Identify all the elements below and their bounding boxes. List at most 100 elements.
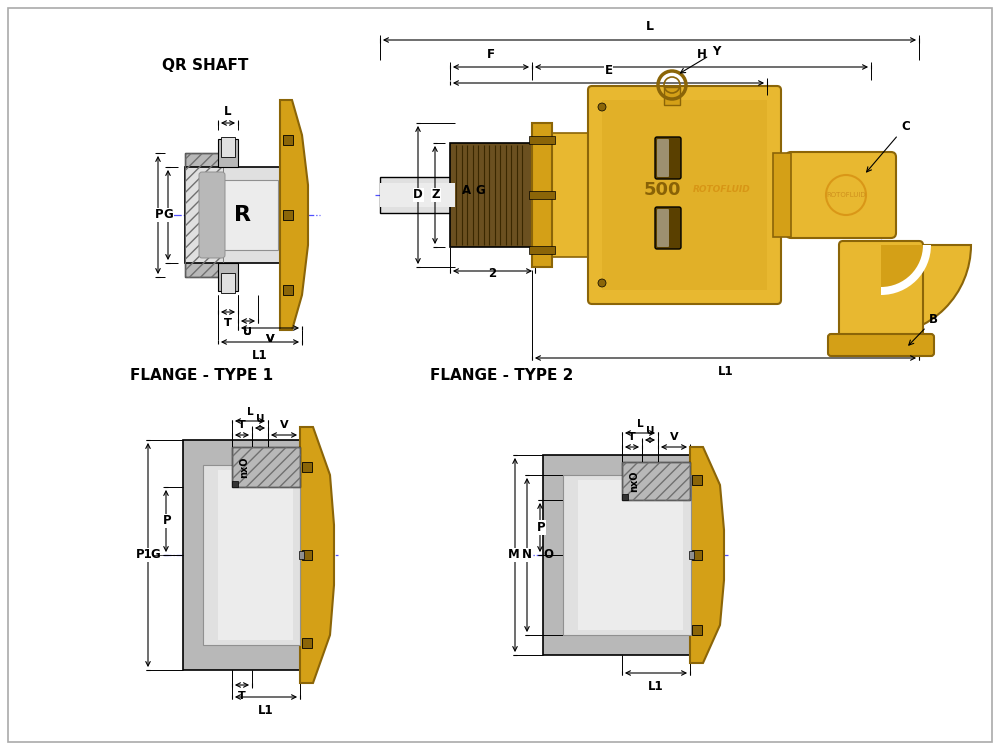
Bar bbox=[185, 167, 280, 263]
FancyBboxPatch shape bbox=[655, 137, 681, 179]
Wedge shape bbox=[881, 245, 931, 295]
Bar bbox=[302, 462, 312, 472]
Bar bbox=[232, 481, 238, 487]
Text: 500: 500 bbox=[643, 181, 681, 199]
Text: D: D bbox=[413, 188, 423, 202]
Bar bbox=[283, 285, 293, 295]
Bar bbox=[218, 263, 238, 291]
Text: U: U bbox=[244, 327, 252, 337]
Bar bbox=[692, 550, 702, 560]
Polygon shape bbox=[280, 100, 308, 330]
FancyBboxPatch shape bbox=[655, 207, 681, 249]
Text: P: P bbox=[536, 521, 545, 534]
Text: E: E bbox=[604, 64, 612, 77]
Wedge shape bbox=[881, 245, 923, 287]
Bar bbox=[299, 551, 304, 559]
Text: T: T bbox=[628, 432, 636, 442]
Text: Y: Y bbox=[680, 45, 720, 73]
Bar bbox=[664, 87, 680, 105]
Text: H: H bbox=[697, 48, 706, 61]
FancyBboxPatch shape bbox=[657, 139, 669, 177]
Text: V: V bbox=[266, 334, 274, 344]
FancyBboxPatch shape bbox=[588, 86, 781, 304]
Text: L1: L1 bbox=[252, 349, 268, 362]
Bar bbox=[218, 470, 293, 640]
Text: ROTOFLUID: ROTOFLUID bbox=[693, 185, 751, 194]
Bar bbox=[203, 465, 300, 645]
Text: P1: P1 bbox=[136, 548, 153, 562]
Bar bbox=[380, 177, 455, 213]
Bar bbox=[689, 551, 694, 559]
Text: V: V bbox=[266, 334, 274, 344]
Text: nxO: nxO bbox=[629, 470, 639, 492]
Text: QR SHAFT: QR SHAFT bbox=[162, 58, 248, 73]
Text: G: G bbox=[475, 184, 485, 197]
Text: T: T bbox=[238, 691, 246, 701]
Bar bbox=[221, 273, 235, 293]
Polygon shape bbox=[690, 447, 724, 663]
Text: 2: 2 bbox=[488, 267, 497, 280]
Bar bbox=[529, 191, 555, 199]
Text: N: N bbox=[522, 548, 532, 562]
Bar bbox=[302, 638, 312, 648]
Text: B: B bbox=[909, 313, 938, 345]
Text: U: U bbox=[646, 426, 654, 436]
Text: A: A bbox=[462, 184, 472, 197]
FancyBboxPatch shape bbox=[657, 209, 669, 247]
Text: P: P bbox=[162, 514, 171, 527]
Text: O: O bbox=[543, 548, 553, 562]
Bar bbox=[232, 447, 300, 487]
FancyBboxPatch shape bbox=[839, 241, 923, 339]
Text: nxO: nxO bbox=[239, 456, 249, 478]
FancyBboxPatch shape bbox=[786, 152, 896, 238]
Text: C: C bbox=[867, 120, 910, 172]
Text: L1: L1 bbox=[718, 365, 733, 378]
Bar bbox=[221, 137, 235, 157]
Bar bbox=[380, 183, 455, 207]
Bar bbox=[563, 475, 691, 635]
Bar bbox=[532, 123, 552, 267]
Bar bbox=[218, 139, 238, 167]
Bar bbox=[552, 133, 592, 257]
Text: L: L bbox=[247, 407, 253, 417]
Bar bbox=[622, 462, 690, 500]
Text: M: M bbox=[508, 548, 520, 562]
Bar bbox=[692, 625, 702, 635]
Circle shape bbox=[598, 279, 606, 287]
Bar bbox=[185, 153, 223, 277]
Bar bbox=[232, 447, 300, 487]
Bar bbox=[773, 153, 791, 237]
Bar bbox=[185, 153, 223, 277]
Bar bbox=[283, 135, 293, 145]
Circle shape bbox=[598, 103, 606, 111]
Text: FLANGE - TYPE 2: FLANGE - TYPE 2 bbox=[430, 368, 573, 382]
Wedge shape bbox=[881, 245, 971, 335]
Bar bbox=[622, 462, 690, 500]
FancyBboxPatch shape bbox=[199, 172, 225, 258]
Text: L1: L1 bbox=[648, 680, 664, 693]
Bar bbox=[210, 180, 278, 250]
Text: G: G bbox=[150, 548, 160, 562]
Text: T: T bbox=[224, 318, 232, 328]
Bar bbox=[529, 246, 555, 254]
Text: L1: L1 bbox=[258, 704, 274, 717]
Bar bbox=[183, 440, 303, 670]
Bar bbox=[578, 480, 683, 630]
Text: F: F bbox=[487, 48, 495, 61]
FancyBboxPatch shape bbox=[828, 334, 934, 356]
Text: V: V bbox=[280, 420, 288, 430]
Text: L: L bbox=[646, 20, 654, 33]
Bar bbox=[283, 210, 293, 220]
Text: T: T bbox=[238, 420, 246, 430]
Bar bbox=[529, 136, 555, 144]
Polygon shape bbox=[300, 427, 334, 683]
Text: Z: Z bbox=[432, 188, 440, 202]
Wedge shape bbox=[881, 245, 971, 335]
Bar bbox=[692, 475, 702, 485]
Text: T: T bbox=[224, 318, 232, 328]
Text: L: L bbox=[224, 105, 232, 118]
Text: P: P bbox=[154, 209, 163, 221]
Bar bbox=[543, 455, 693, 655]
Bar bbox=[450, 143, 535, 247]
Text: U: U bbox=[244, 327, 252, 337]
